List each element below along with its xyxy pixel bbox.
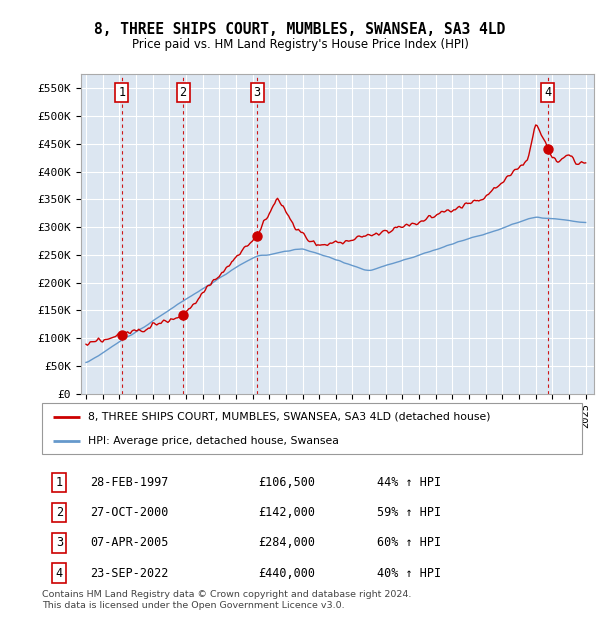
Text: 60% ↑ HPI: 60% ↑ HPI bbox=[377, 536, 441, 549]
Text: £284,000: £284,000 bbox=[258, 536, 315, 549]
Text: Contains HM Land Registry data © Crown copyright and database right 2024.
This d: Contains HM Land Registry data © Crown c… bbox=[42, 590, 412, 609]
Text: 3: 3 bbox=[56, 536, 63, 549]
Text: 44% ↑ HPI: 44% ↑ HPI bbox=[377, 476, 441, 489]
Text: 27-OCT-2000: 27-OCT-2000 bbox=[91, 506, 169, 519]
Text: 23-SEP-2022: 23-SEP-2022 bbox=[91, 567, 169, 580]
Text: Price paid vs. HM Land Registry's House Price Index (HPI): Price paid vs. HM Land Registry's House … bbox=[131, 38, 469, 51]
Text: £106,500: £106,500 bbox=[258, 476, 315, 489]
Text: 4: 4 bbox=[544, 86, 551, 99]
Text: £142,000: £142,000 bbox=[258, 506, 315, 519]
Text: 1: 1 bbox=[56, 476, 63, 489]
Text: 3: 3 bbox=[253, 86, 260, 99]
FancyBboxPatch shape bbox=[42, 403, 582, 454]
Text: HPI: Average price, detached house, Swansea: HPI: Average price, detached house, Swan… bbox=[88, 436, 339, 446]
Text: 2: 2 bbox=[56, 506, 63, 519]
Text: 28-FEB-1997: 28-FEB-1997 bbox=[91, 476, 169, 489]
Text: 40% ↑ HPI: 40% ↑ HPI bbox=[377, 567, 441, 580]
Text: 8, THREE SHIPS COURT, MUMBLES, SWANSEA, SA3 4LD: 8, THREE SHIPS COURT, MUMBLES, SWANSEA, … bbox=[94, 22, 506, 37]
Text: 59% ↑ HPI: 59% ↑ HPI bbox=[377, 506, 441, 519]
Text: 8, THREE SHIPS COURT, MUMBLES, SWANSEA, SA3 4LD (detached house): 8, THREE SHIPS COURT, MUMBLES, SWANSEA, … bbox=[88, 412, 490, 422]
Text: 1: 1 bbox=[118, 86, 125, 99]
Text: £440,000: £440,000 bbox=[258, 567, 315, 580]
Text: 4: 4 bbox=[56, 567, 63, 580]
Text: 2: 2 bbox=[179, 86, 187, 99]
Text: 07-APR-2005: 07-APR-2005 bbox=[91, 536, 169, 549]
